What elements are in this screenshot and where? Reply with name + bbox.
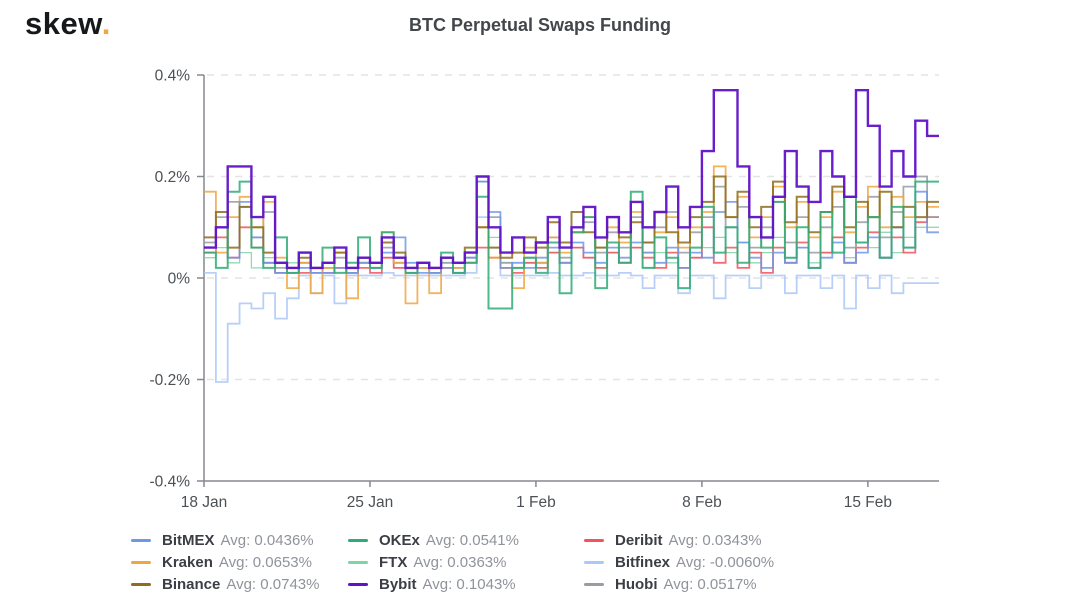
- legend-swatch-bitmex: [131, 538, 151, 542]
- x-tick-label: 15 Feb: [844, 494, 892, 511]
- series-line-binance: [204, 175, 939, 269]
- series-line-kraken: [204, 165, 939, 305]
- legend-swatch-ftx: [348, 560, 368, 564]
- legend-label: Huobi: [615, 575, 658, 593]
- legend-swatch-deribit: [584, 538, 604, 542]
- legend-item-huobi[interactable]: Huobi Avg: 0.0517%: [584, 573, 844, 595]
- legend-label: OKEx: [379, 531, 420, 549]
- legend-label: Binance: [162, 575, 221, 593]
- legend-swatch-binance: [131, 582, 151, 586]
- series-line-bitmex: [204, 180, 939, 274]
- legend-label: Bybit: [379, 575, 417, 593]
- skew-logo-dot: .: [101, 6, 111, 41]
- legend-label: FTX: [379, 553, 408, 571]
- legend-avg: Avg: 0.0743%: [226, 575, 320, 593]
- series-line-deribit: [204, 216, 939, 274]
- page-title: BTC Perpetual Swaps Funding: [408, 15, 672, 35]
- chart-legend: BitMEX Avg: 0.0436% Kraken Avg: 0.0653% …: [131, 529, 844, 595]
- legend-avg: Avg: 0.0653%: [218, 553, 312, 571]
- series-line-bybit: [204, 89, 939, 270]
- y-tick-label: 0%: [168, 271, 191, 288]
- series-line-bitfinex: [204, 216, 939, 383]
- series-line-okex: [204, 180, 939, 310]
- skew-logo-text: skew: [25, 6, 102, 41]
- legend-avg: Avg: 0.0436%: [220, 531, 314, 549]
- legend-avg: Avg: 0.0363%: [413, 553, 507, 571]
- legend-item-ftx[interactable]: FTX Avg: 0.0363%: [348, 551, 584, 573]
- legend-item-okex[interactable]: OKEx Avg: 0.0541%: [348, 529, 584, 551]
- legend-swatch-huobi: [584, 582, 604, 586]
- legend-swatch-kraken: [131, 560, 151, 564]
- x-tick-label: 18 Jan: [181, 494, 228, 511]
- x-tick-label: 25 Jan: [347, 494, 394, 511]
- legend-avg: Avg: 0.0343%: [668, 531, 762, 549]
- legend-avg: Avg: 0.1043%: [422, 575, 516, 593]
- y-tick-label: -0.4%: [150, 474, 191, 491]
- y-tick-label: 0.4%: [155, 68, 191, 85]
- skew-logo[interactable]: skew.: [25, 6, 111, 42]
- legend-avg: Avg: 0.0541%: [425, 531, 519, 549]
- legend-item-bitfinex[interactable]: Bitfinex Avg: -0.0060%: [584, 551, 844, 573]
- legend-item-binance[interactable]: Binance Avg: 0.0743%: [131, 573, 348, 595]
- legend-avg: Avg: 0.0517%: [663, 575, 757, 593]
- legend-item-bybit[interactable]: Bybit Avg: 0.1043%: [348, 573, 584, 595]
- legend-item-deribit[interactable]: Deribit Avg: 0.0343%: [584, 529, 844, 551]
- x-tick-label: 8 Feb: [682, 494, 722, 511]
- legend-label: BitMEX: [162, 531, 215, 549]
- legend-label: Kraken: [162, 553, 213, 571]
- series-line-huobi: [204, 175, 939, 274]
- legend-swatch-bitfinex: [584, 560, 604, 564]
- legend-item-bitmex[interactable]: BitMEX Avg: 0.0436%: [131, 529, 348, 551]
- legend-avg: Avg: -0.0060%: [676, 553, 775, 571]
- legend-item-kraken[interactable]: Kraken Avg: 0.0653%: [131, 551, 348, 573]
- y-tick-label: -0.2%: [150, 372, 191, 389]
- legend-swatch-okex: [348, 538, 368, 542]
- legend-label: Deribit: [615, 531, 663, 549]
- legend-label: Bitfinex: [615, 553, 671, 571]
- series-line-ftx: [204, 175, 939, 274]
- legend-swatch-bybit: [348, 582, 368, 586]
- x-tick-label: 1 Feb: [516, 494, 556, 511]
- y-tick-label: 0.2%: [155, 169, 191, 186]
